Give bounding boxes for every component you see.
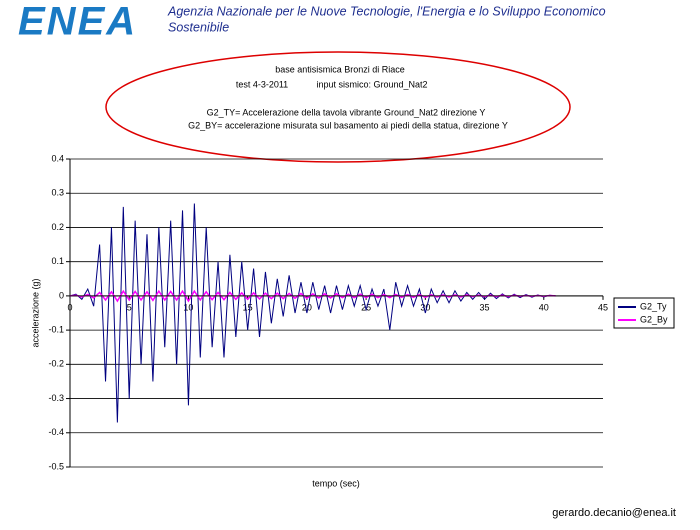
y-tick-label: -0.3 xyxy=(48,393,64,403)
annotation: G2_TY= Accelerazione della tavola vibran… xyxy=(207,107,486,117)
plot: -0.5 -0.4 -0.3 -0.2 -0.1 0 0.1 0.2 0.3 0.4 0 5 10 15 2… xyxy=(48,153,675,471)
legend-box xyxy=(613,297,675,329)
y-tick-label: 0.1 xyxy=(51,256,64,266)
annotation: base antisismica Bronzi di Riace xyxy=(275,64,405,74)
y-tick-label: 0.2 xyxy=(51,222,64,232)
y-tick-label: 0.3 xyxy=(51,188,64,198)
y-tick-label: -0.4 xyxy=(48,427,64,437)
annotation-ellipse xyxy=(105,51,571,163)
x-axis-title: tempo (sec) xyxy=(312,478,360,488)
legend-label: G2_Ty xyxy=(640,301,667,311)
x-tick-label: 25 xyxy=(361,302,371,312)
x-tick-label: 10 xyxy=(183,302,193,312)
x-tick-label: 40 xyxy=(539,302,549,312)
y-tick-label: -0.1 xyxy=(48,324,64,334)
x-tick-label: 5 xyxy=(127,302,132,312)
x-tick-label: 35 xyxy=(480,302,490,312)
y-tick-label: -0.5 xyxy=(48,461,64,471)
y-tick-label: 0 xyxy=(59,290,64,300)
series-line xyxy=(69,203,556,423)
x-tick-label: 20 xyxy=(302,302,312,312)
logo: ENEA xyxy=(18,0,137,44)
annotation: G2_BY= accelerazione misurata sul basame… xyxy=(188,120,508,130)
annotation: test 4-3-2011 xyxy=(236,79,288,89)
y-tick-label: 0.4 xyxy=(51,153,64,163)
agency-name: Agenzia Nazionale per le Nuove Tecnologi… xyxy=(167,4,606,18)
legend-label: G2_By xyxy=(640,314,668,324)
x-tick-label: 45 xyxy=(598,302,608,312)
x-tick-label: 0 xyxy=(67,302,72,312)
x-tick-label: 30 xyxy=(420,302,430,312)
agency-name: Sostenibile xyxy=(168,20,229,34)
footer-email: gerardo.decanio@enea.it xyxy=(552,507,676,519)
annotation: input sismico: Ground_Nat2 xyxy=(316,79,427,89)
y-tick-label: -0.2 xyxy=(48,359,64,369)
x-tick-label: 15 xyxy=(243,302,253,312)
y-axis-title: accelerazione (g) xyxy=(30,278,40,347)
